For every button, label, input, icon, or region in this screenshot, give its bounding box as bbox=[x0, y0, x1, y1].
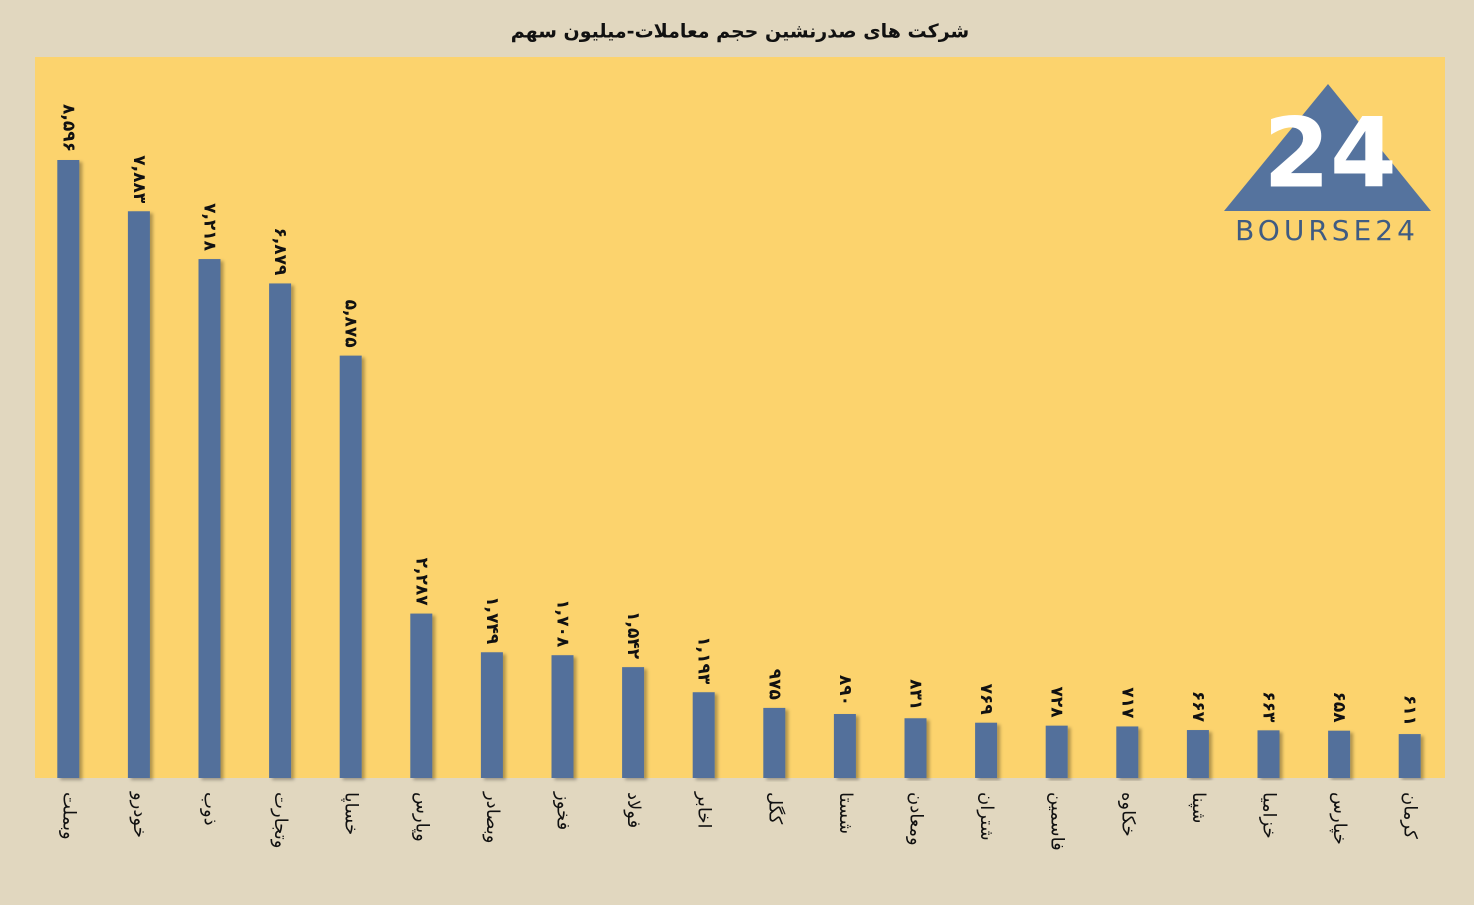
value-label: ۶,۸۷۹ bbox=[270, 227, 290, 276]
x-tick-label: شتران bbox=[976, 792, 997, 841]
x-tick-label: کگل bbox=[764, 792, 786, 825]
bar bbox=[622, 667, 645, 778]
x-tick-label: ومعادن bbox=[906, 792, 927, 846]
value-label: ۶۶۷ bbox=[1188, 691, 1208, 723]
bar bbox=[692, 692, 715, 778]
x-tick-label: وبملت bbox=[58, 792, 79, 840]
x-tick-label: وتجارت bbox=[270, 792, 291, 848]
x-tick-label: ذوب bbox=[200, 792, 221, 826]
x-tick-label: اخابر bbox=[694, 791, 715, 829]
x-tick-label: خکاوه bbox=[1117, 792, 1138, 837]
value-label: ۸۹۰ bbox=[835, 675, 855, 706]
x-tick-label: فاسمین bbox=[1047, 792, 1068, 851]
value-label: ۵,۸۷۵ bbox=[341, 300, 361, 348]
bar bbox=[480, 652, 503, 778]
bar bbox=[410, 613, 433, 778]
value-label: ۶۵۸ bbox=[1329, 692, 1349, 724]
bar bbox=[763, 707, 786, 778]
value-label: ۱,۵۴۲ bbox=[623, 611, 643, 660]
value-label: ۸,۵۹۶ bbox=[58, 104, 78, 152]
bar bbox=[57, 160, 80, 778]
bar bbox=[1257, 730, 1280, 778]
bar bbox=[833, 714, 856, 778]
bar bbox=[1045, 725, 1068, 778]
value-label: ۲,۲۸۷ bbox=[411, 558, 431, 607]
value-label: ۸۳۱ bbox=[906, 679, 926, 710]
logo-triangle bbox=[1224, 84, 1431, 211]
bar bbox=[1116, 726, 1139, 778]
x-tick-label: وپارس bbox=[411, 792, 432, 842]
plot-area bbox=[35, 57, 1445, 778]
value-label: ۱,۷۴۹ bbox=[482, 596, 502, 645]
bar bbox=[1398, 734, 1421, 778]
chart-title: شرکت های صدرنشین حجم معاملات-میلیون سهم bbox=[511, 21, 969, 43]
value-label: ۶۶۳ bbox=[1259, 691, 1279, 723]
bar bbox=[975, 722, 998, 778]
bar bbox=[339, 355, 362, 778]
value-label: ۱,۷۰۸ bbox=[553, 599, 573, 648]
bar bbox=[1328, 730, 1351, 778]
x-tick-label: خپارس bbox=[1329, 792, 1350, 845]
x-tick-label: خودرو bbox=[129, 791, 150, 838]
logo-mark: 24 bbox=[1263, 97, 1397, 209]
x-tick-label: خزامیا bbox=[1259, 792, 1280, 839]
value-label: ۱,۱۹۳ bbox=[694, 636, 714, 685]
x-tick-label: فولاد bbox=[623, 792, 644, 828]
x-tick-label: کرمان bbox=[1400, 792, 1421, 839]
value-label: ۹۷۵ bbox=[764, 669, 784, 700]
value-label: ۷۶۹ bbox=[976, 684, 996, 716]
bar bbox=[127, 211, 150, 778]
x-tick-label: فخوز bbox=[553, 791, 574, 830]
bar bbox=[198, 259, 221, 778]
logo-text: BOURSE24 bbox=[1235, 214, 1419, 247]
value-label: ۷,۲۱۸ bbox=[200, 203, 220, 252]
value-label: ۷۱۷ bbox=[1117, 687, 1137, 719]
value-label: ۷۲۸ bbox=[1047, 687, 1067, 719]
bar bbox=[551, 655, 574, 778]
bar bbox=[269, 283, 292, 778]
bar bbox=[904, 718, 927, 778]
x-tick-label: شستا bbox=[835, 792, 856, 834]
x-tick-label: وبصادر bbox=[482, 791, 503, 844]
x-tick-label: شپنا bbox=[1188, 792, 1209, 823]
x-tick-label: خساپا bbox=[341, 792, 362, 835]
bar bbox=[1186, 730, 1209, 778]
value-label: ۷,۸۸۳ bbox=[129, 155, 149, 204]
value-label: ۶۱۱ bbox=[1400, 695, 1420, 726]
